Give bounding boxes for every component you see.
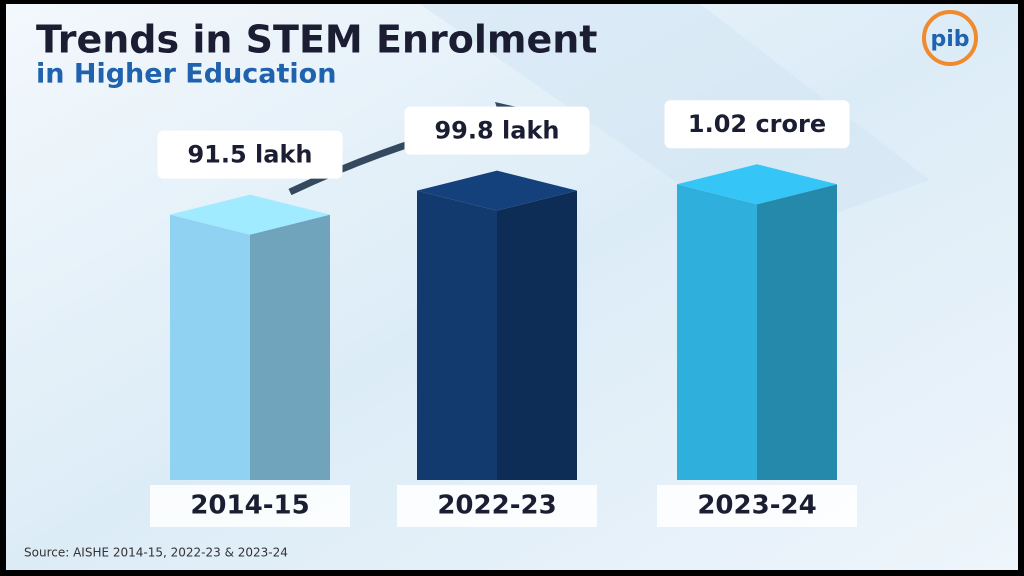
x-tick-label: 2022-23 — [437, 491, 556, 521]
bar-front-right — [250, 214, 330, 480]
logo-ring — [922, 10, 978, 66]
bar-front-right — [757, 184, 837, 480]
bar — [677, 164, 837, 480]
value-label-box — [157, 130, 343, 179]
category-box — [150, 485, 350, 527]
logo: pib — [922, 10, 978, 66]
chart-title: Trends in STEM Enrolment — [36, 18, 597, 62]
source-note: Source: AISHE 2014-15, 2022-23 & 2023-24 — [24, 546, 288, 560]
logo-text: pib — [930, 27, 969, 52]
bar — [170, 194, 330, 480]
bar-top — [677, 164, 837, 205]
category-box — [397, 485, 597, 527]
value-label-box — [664, 100, 850, 149]
value-label: 91.5 lakh — [187, 141, 312, 169]
bar-front-right — [497, 190, 577, 480]
value-label: 99.8 lakh — [434, 117, 559, 145]
chart-subtitle: in Higher Education — [36, 59, 336, 90]
bar-front-left — [417, 190, 497, 480]
x-tick-label: 2023-24 — [697, 491, 816, 521]
bar — [417, 170, 577, 480]
category-box — [657, 485, 857, 527]
bar-top — [417, 170, 577, 211]
x-tick-label: 2014-15 — [190, 491, 309, 521]
bar-front-left — [677, 184, 757, 480]
bar-front-left — [170, 214, 250, 480]
value-label: 1.02 crore — [688, 110, 826, 138]
value-label-box — [404, 106, 590, 155]
bar-top — [170, 194, 330, 235]
